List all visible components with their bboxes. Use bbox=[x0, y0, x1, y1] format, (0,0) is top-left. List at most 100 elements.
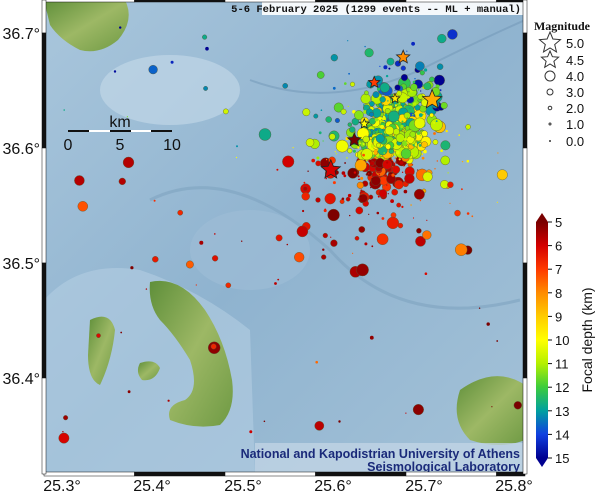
event-marker bbox=[380, 133, 383, 135]
event-marker bbox=[302, 209, 305, 213]
event-marker bbox=[371, 245, 374, 248]
circle-icon bbox=[544, 70, 556, 82]
event-marker bbox=[424, 272, 428, 276]
event-marker bbox=[377, 148, 379, 150]
event-marker bbox=[122, 156, 135, 169]
event-marker bbox=[385, 74, 389, 78]
event-marker bbox=[399, 161, 404, 165]
event-marker bbox=[384, 113, 388, 117]
event-marker bbox=[418, 113, 423, 117]
event-marker bbox=[406, 117, 408, 119]
event-marker bbox=[313, 113, 319, 119]
event-marker bbox=[416, 228, 422, 234]
event-marker bbox=[424, 68, 428, 72]
event-marker bbox=[396, 150, 400, 155]
event-marker bbox=[405, 126, 410, 130]
event-marker bbox=[401, 205, 404, 208]
event-marker bbox=[396, 90, 403, 97]
event-marker bbox=[383, 152, 386, 154]
event-marker bbox=[414, 78, 416, 80]
event-marker bbox=[394, 157, 396, 159]
depth-colorbar: 5 6 7 8 9 10 11 12 13 14 15 Focal depth (km) bbox=[536, 213, 595, 467]
event-marker bbox=[352, 252, 354, 254]
event-marker bbox=[360, 93, 371, 104]
event-marker bbox=[357, 198, 359, 200]
event-marker bbox=[409, 131, 416, 138]
event-marker bbox=[357, 178, 360, 180]
event-marker bbox=[325, 116, 332, 123]
event-marker bbox=[379, 65, 381, 67]
event-marker bbox=[400, 148, 412, 159]
event-marker bbox=[455, 243, 468, 256]
event-marker bbox=[378, 117, 382, 121]
event-marker bbox=[458, 134, 461, 136]
lon-tick: 25.4° bbox=[133, 478, 171, 495]
event-marker bbox=[347, 167, 359, 179]
event-marker bbox=[330, 54, 338, 62]
institution-box bbox=[255, 443, 525, 474]
event-marker bbox=[324, 193, 336, 205]
event-marker bbox=[375, 106, 377, 108]
event-marker bbox=[422, 171, 433, 182]
event-marker bbox=[421, 152, 423, 154]
event-marker bbox=[374, 128, 378, 132]
large-event-star bbox=[367, 75, 381, 89]
event-marker bbox=[413, 96, 418, 100]
event-marker bbox=[249, 430, 253, 434]
event-marker bbox=[126, 116, 128, 118]
event-marker bbox=[386, 57, 395, 66]
event-marker bbox=[372, 91, 380, 99]
institution-lab: Seismological Laboratory bbox=[367, 460, 520, 474]
colorbar-tick: 12 bbox=[555, 380, 569, 395]
event-marker bbox=[311, 158, 316, 163]
colorbar-tick: 10 bbox=[555, 333, 569, 348]
event-marker bbox=[397, 103, 401, 107]
event-marker bbox=[263, 420, 266, 423]
event-marker bbox=[376, 211, 380, 215]
event-marker bbox=[394, 104, 397, 107]
event-marker bbox=[405, 412, 407, 414]
event-marker bbox=[421, 153, 423, 156]
magnitude-legend-title: Magnitude bbox=[534, 19, 591, 33]
event-marker bbox=[461, 188, 463, 191]
event-marker bbox=[417, 169, 419, 171]
lat-tick: 36.6° bbox=[2, 141, 40, 158]
event-marker bbox=[449, 202, 451, 204]
event-marker bbox=[391, 173, 395, 177]
event-marker bbox=[398, 158, 401, 161]
event-marker bbox=[415, 61, 425, 71]
event-marker bbox=[400, 65, 406, 71]
event-marker bbox=[74, 175, 85, 186]
event-marker bbox=[412, 404, 424, 416]
event-marker bbox=[385, 143, 391, 150]
event-marker bbox=[347, 193, 352, 198]
event-marker bbox=[241, 240, 243, 242]
event-marker bbox=[422, 84, 424, 86]
island-anafi bbox=[456, 376, 525, 445]
event-marker bbox=[387, 193, 389, 195]
event-marker bbox=[400, 124, 404, 129]
event-marker bbox=[356, 181, 364, 189]
event-marker bbox=[386, 174, 396, 184]
lat-tick: 36.7° bbox=[2, 26, 40, 43]
event-marker bbox=[447, 29, 458, 40]
event-marker bbox=[430, 118, 443, 132]
magnitude-legend: Magnitude 5.0 4.54.03.02.01.0 0.0 bbox=[534, 19, 591, 149]
event-marker bbox=[496, 169, 508, 181]
colorbar-tick: 13 bbox=[555, 404, 569, 419]
event-marker bbox=[401, 120, 404, 123]
event-marker bbox=[379, 82, 390, 93]
event-marker bbox=[410, 204, 412, 206]
large-event-star bbox=[346, 131, 363, 147]
event-marker bbox=[276, 168, 279, 171]
event-marker bbox=[282, 83, 289, 89]
event-marker bbox=[370, 144, 375, 148]
event-marker bbox=[381, 105, 383, 107]
event-marker bbox=[199, 240, 204, 245]
event-marker bbox=[394, 84, 401, 91]
event-marker bbox=[294, 252, 305, 263]
event-marker bbox=[344, 162, 346, 164]
event-marker bbox=[203, 86, 209, 91]
event-marker bbox=[301, 192, 310, 201]
event-marker bbox=[368, 213, 370, 215]
